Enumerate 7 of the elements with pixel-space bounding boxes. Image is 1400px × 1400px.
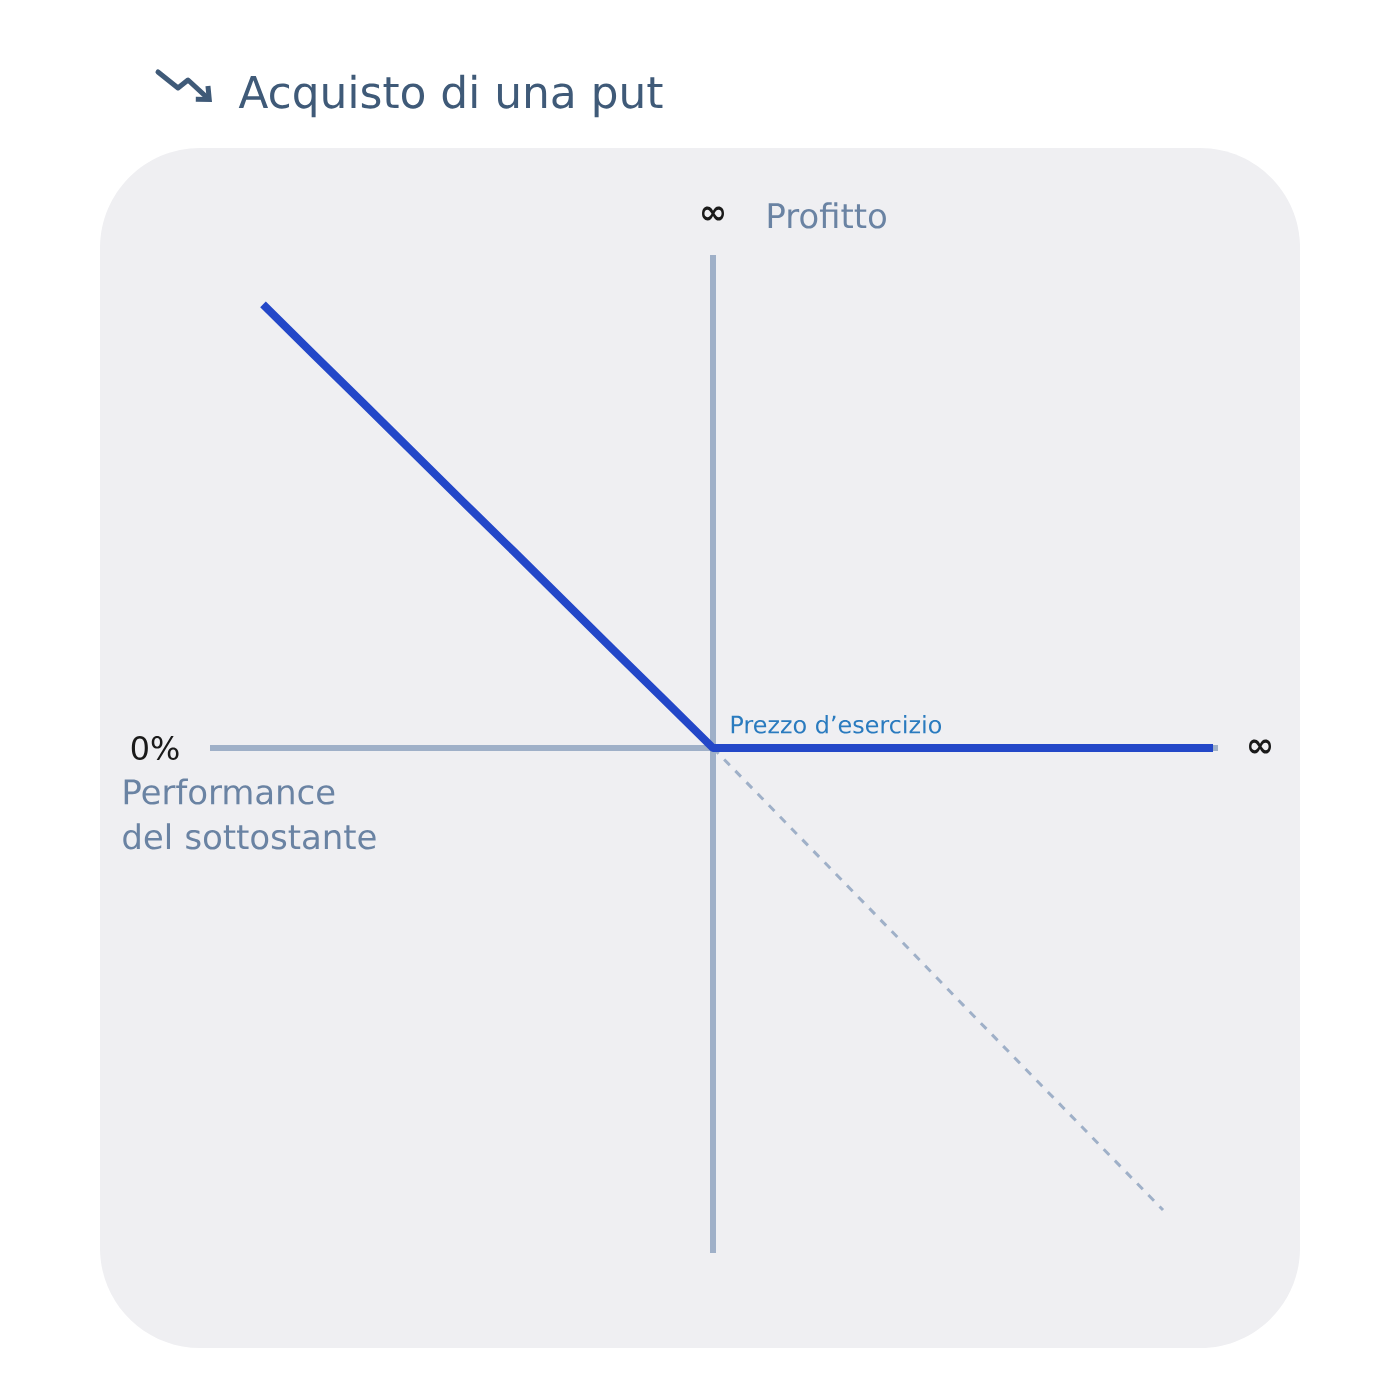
text: 0%	[131, 735, 179, 761]
text: ∞	[702, 206, 724, 221]
chart-title: Acquisto di una put	[238, 74, 663, 118]
annotation: Prezzo d’esercizio	[731, 715, 942, 734]
y-axis-title: Profitto	[768, 202, 886, 229]
x-axis-title: Performance del sottostante	[123, 778, 376, 850]
text: ∞	[1249, 739, 1271, 754]
